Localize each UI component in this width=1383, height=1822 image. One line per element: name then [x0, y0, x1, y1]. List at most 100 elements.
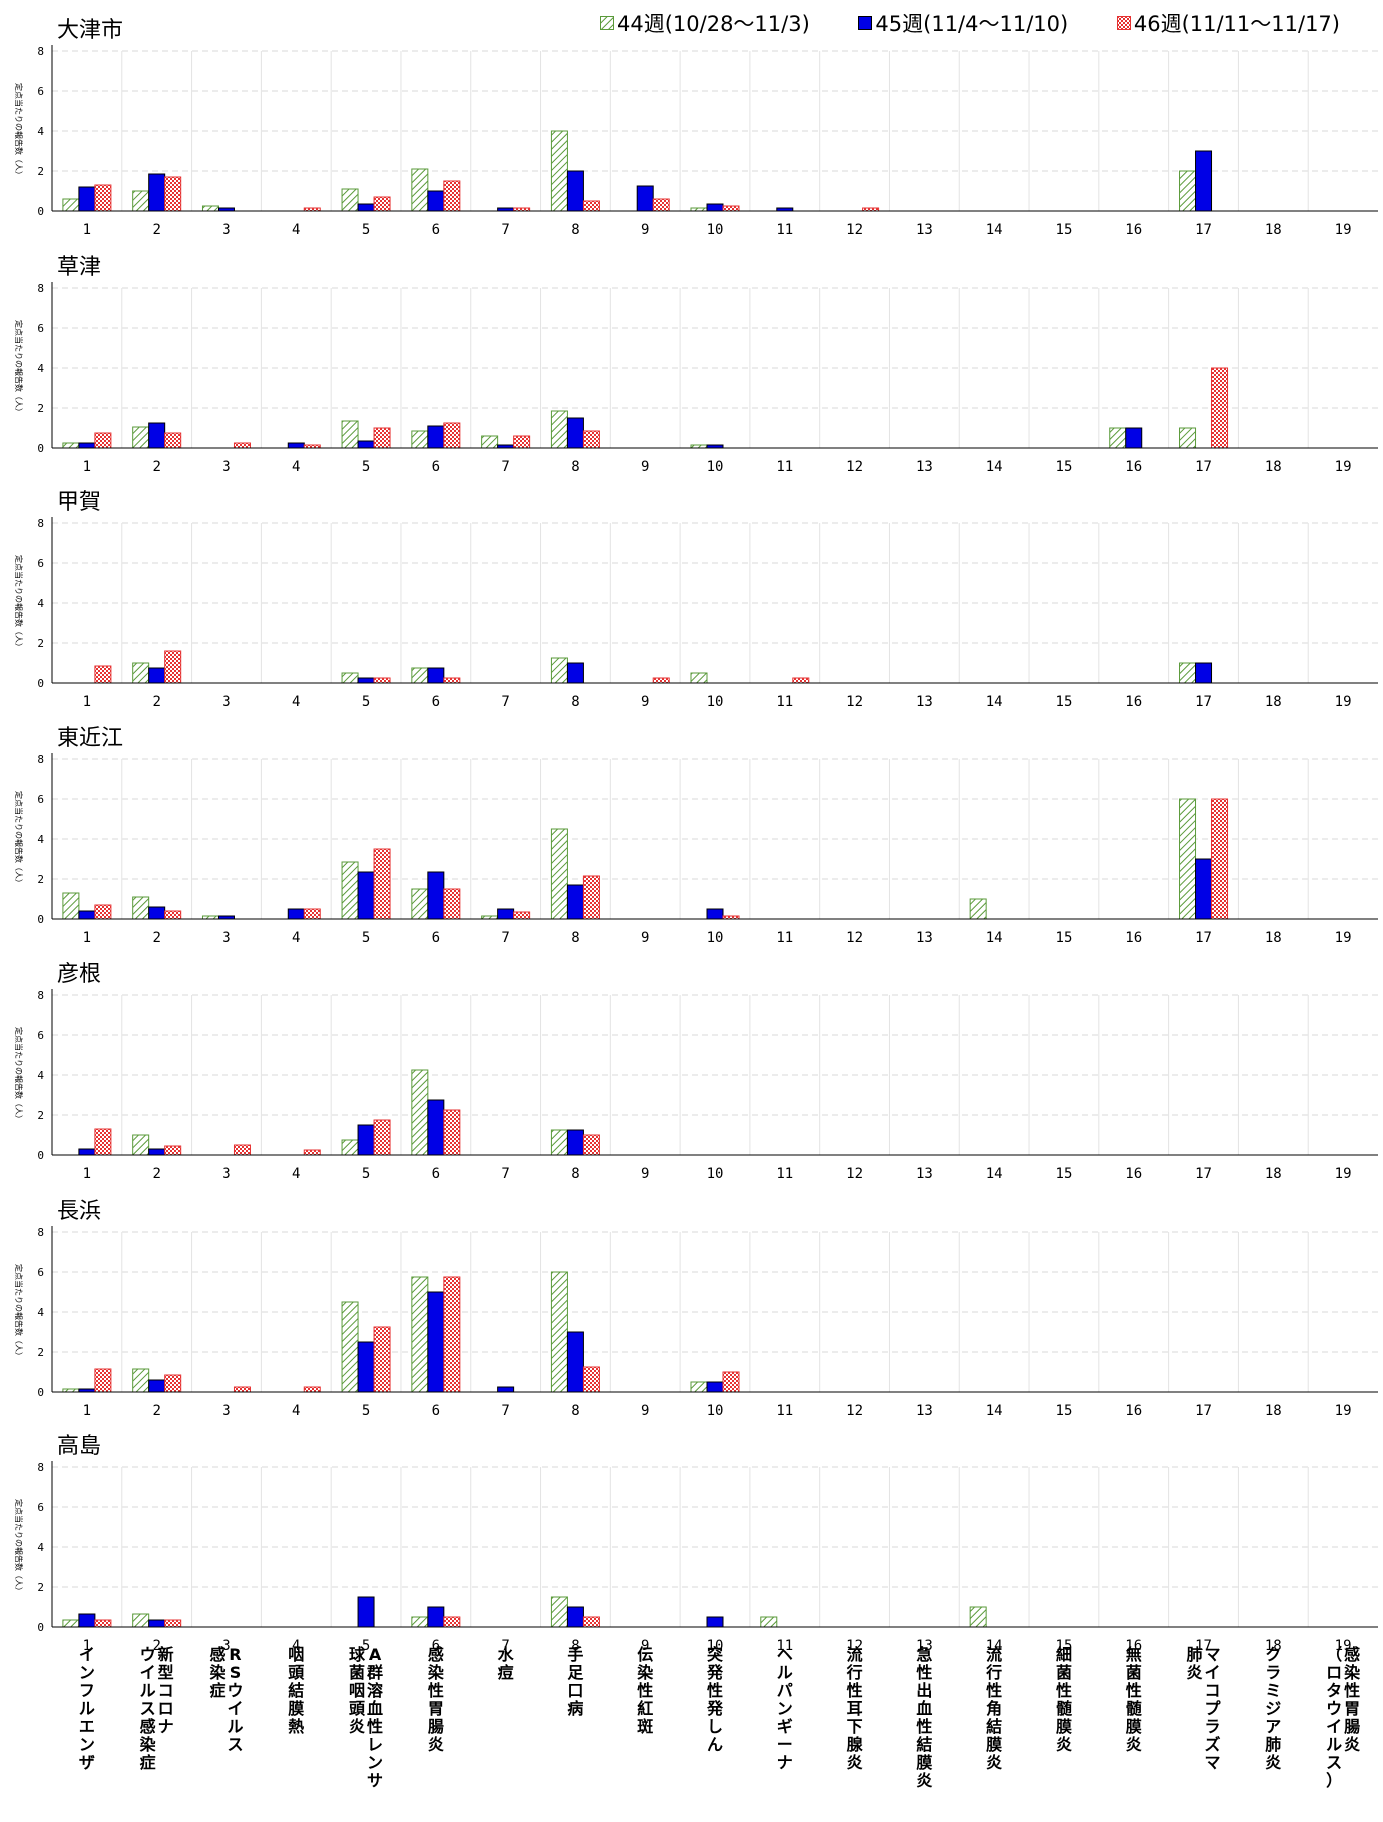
x-tick-label: 3: [222, 694, 230, 710]
bar-w44: [1179, 662, 1197, 684]
bar-w45: [357, 440, 375, 449]
x-tick-label: 9: [641, 222, 649, 238]
disease-label: 感染性胃腸炎（ロタウイルス）: [1326, 1645, 1361, 1790]
x-tick-label: 12: [846, 1638, 863, 1654]
chart-title: 甲賀: [57, 490, 101, 515]
x-tick-label: 12: [846, 930, 863, 946]
y-tick-label: 4: [37, 1541, 44, 1554]
y-tick-label: 2: [37, 1109, 44, 1122]
disease-label: 急性出血性結膜炎: [916, 1645, 932, 1790]
bar-w46: [373, 848, 391, 920]
bar-w46: [443, 422, 461, 449]
bar-w45: [1195, 150, 1213, 212]
bar-w45: [357, 1341, 375, 1393]
x-tick-label: 6: [432, 1166, 440, 1182]
bar-w46: [722, 1371, 740, 1393]
bar-w45: [706, 1381, 724, 1393]
x-tick-label: 14: [986, 1638, 1003, 1654]
x-tick-label: 15: [1056, 694, 1073, 710]
bar-w46: [373, 196, 391, 212]
y-tick-label: 4: [37, 1069, 44, 1082]
x-tick-label: 14: [986, 1166, 1003, 1182]
x-tick-label: 2: [152, 694, 160, 710]
x-tick-label: 14: [986, 930, 1003, 946]
bar-w46: [582, 430, 600, 449]
x-tick-label: 9: [641, 930, 649, 946]
bar-w44: [411, 888, 429, 920]
bar-w45: [357, 1124, 375, 1156]
bar-w44: [62, 892, 80, 920]
bar-w46: [1211, 367, 1229, 449]
x-tick-label: 2: [152, 930, 160, 946]
x-tick-label: 16: [1125, 1166, 1142, 1182]
bar-w45: [1125, 427, 1143, 449]
y-tick-label: 0: [37, 913, 44, 926]
bar-w45: [148, 667, 166, 684]
x-tick-label: 16: [1125, 459, 1142, 475]
y-axis-title: 定点当たりの報告数（人）: [14, 1499, 24, 1595]
bar-w46: [443, 1109, 461, 1156]
bar-w46: [303, 1149, 321, 1156]
x-tick-label: 6: [432, 694, 440, 710]
x-tick-label: 19: [1335, 1638, 1352, 1654]
disease-label: 細菌性髄膜炎: [1056, 1645, 1072, 1754]
bar-w46: [233, 1144, 251, 1156]
y-tick-label: 4: [37, 597, 44, 610]
x-tick-label: 6: [432, 1638, 440, 1654]
x-tick-label: 11: [776, 222, 793, 238]
x-tick-label: 2: [152, 459, 160, 475]
bar-w46: [94, 184, 112, 212]
x-tick-label: 1: [83, 694, 91, 710]
bar-w45: [566, 1606, 584, 1628]
legend-item-w44: 44週(10/28～11/3): [600, 8, 810, 38]
bar-w44: [411, 1616, 429, 1628]
x-tick-label: 6: [432, 1403, 440, 1419]
disease-label-text: 手足口病: [567, 1645, 584, 1718]
bar-w44: [62, 1619, 80, 1628]
x-tick-label: 10: [707, 694, 724, 710]
x-tick-label: 15: [1056, 1403, 1073, 1419]
x-tick-label: 6: [432, 222, 440, 238]
x-tick-label: 5: [362, 930, 370, 946]
bar-w46: [164, 650, 182, 684]
bar-w44: [132, 190, 150, 212]
bar-w45: [706, 203, 724, 212]
x-tick-label: 4: [292, 222, 300, 238]
x-tick-label: 15: [1056, 222, 1073, 238]
disease-label-text: R S ウイルス: [227, 1645, 243, 1754]
x-tick-label: 13: [916, 222, 933, 238]
disease-label: R S ウイルス感染症: [208, 1645, 243, 1754]
x-tick-label: 16: [1125, 694, 1142, 710]
x-tick-label: 3: [222, 1403, 230, 1419]
y-tick-label: 0: [37, 1621, 44, 1634]
y-axis-title: 定点当たりの報告数（人）: [14, 83, 24, 179]
bar-w44: [1109, 427, 1127, 449]
bar-w45: [78, 1613, 96, 1628]
bar-w46: [582, 1616, 600, 1628]
x-tick-label: 8: [571, 222, 579, 238]
bar-w46: [652, 677, 670, 684]
x-tick-label: 4: [292, 459, 300, 475]
bar-w45: [78, 1148, 96, 1156]
x-tick-label: 17: [1195, 1403, 1212, 1419]
y-tick-label: 0: [37, 1149, 44, 1162]
x-tick-label: 9: [641, 694, 649, 710]
bar-w45: [357, 203, 375, 212]
chart-title: 高島: [57, 1434, 101, 1459]
bar-w44: [132, 1613, 150, 1628]
x-tick-label: 13: [916, 694, 933, 710]
bar-w45: [566, 1331, 584, 1393]
disease-label-text: 無菌性髄膜炎: [1126, 1645, 1142, 1754]
legend-item-w46: 46週(11/11～11/17): [1116, 8, 1340, 38]
bar-w44: [411, 168, 429, 212]
x-tick-label: 10: [707, 1403, 724, 1419]
disease-label-text: 感染症: [208, 1645, 226, 1700]
bar-w46: [94, 665, 112, 684]
disease-label: 手足口病: [567, 1645, 584, 1718]
x-tick-label: 5: [362, 222, 370, 238]
bar-w46: [233, 442, 251, 449]
